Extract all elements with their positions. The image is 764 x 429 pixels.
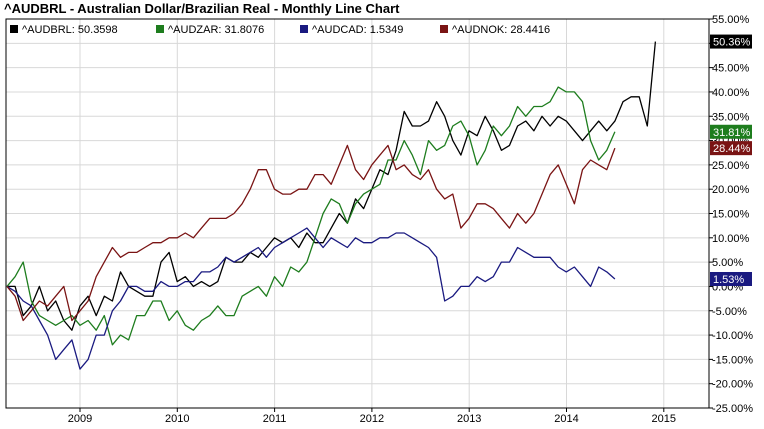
x-axis-ticks: 2009 2010 2011 2012 2013 2014 2015 [68, 408, 676, 425]
x-tick-label: 2012 [360, 413, 384, 425]
series-layer [6, 41, 657, 370]
y-tick-label: 25.00% [712, 160, 750, 172]
x-tick-label: 2011 [263, 413, 287, 425]
legend-swatch [156, 25, 164, 33]
series-line-audbrl [7, 41, 657, 331]
y-tick-label: 40.00% [712, 87, 750, 99]
end-labels: 50.36% 31.81% 1.53% 28.44% [710, 34, 752, 286]
y-tick-label: 45.00% [712, 63, 750, 75]
y-tick-label: 10.00% [712, 233, 750, 245]
y-tick-label: -25.00% [712, 403, 753, 415]
legend-label: ^AUDCAD: 1.5349 [312, 24, 403, 36]
y-tick-label: -20.00% [712, 379, 753, 391]
end-label-text: 1.53% [713, 274, 744, 286]
grid-layer [6, 18, 709, 409]
end-label-box [710, 141, 752, 156]
y-tick-label: 35.00% [712, 111, 750, 123]
y-tick-label: -10.00% [712, 330, 753, 342]
series-line-audcad [6, 227, 616, 370]
x-tick-label: 2013 [457, 413, 481, 425]
end-label-box [710, 271, 752, 286]
legend-label: ^AUDZAR: 31.8076 [168, 24, 264, 36]
y-tick-label: 55.00% [712, 14, 750, 26]
legend-swatch [10, 25, 18, 33]
x-tick-label: 2014 [554, 413, 578, 425]
end-label-text: 28.44% [713, 143, 751, 155]
x-tick-label: 2015 [652, 413, 676, 425]
y-tick-label: -5.00% [712, 306, 747, 318]
legend-label: ^AUDBRL: 50.3598 [22, 24, 118, 36]
y-axis-ticks: 55.00%50.00%45.00%40.00%35.00%30.00%25.0… [709, 14, 753, 415]
legend: ^AUDBRL: 50.3598 ^AUDZAR: 31.8076 ^AUDCAD:… [10, 24, 550, 36]
end-label-box [710, 34, 752, 49]
end-label-text: 50.36% [713, 37, 751, 49]
end-label-box [710, 124, 752, 139]
series-line-audzar [6, 86, 616, 346]
y-tick-label: 5.00% [712, 257, 743, 269]
y-tick-label: -15.00% [712, 354, 753, 366]
x-tick-label: 2009 [68, 413, 92, 425]
legend-swatch [440, 25, 448, 33]
y-tick-label: 20.00% [712, 184, 750, 196]
chart-title: ^AUDBRL - Australian Dollar/Brazilian Re… [4, 1, 400, 16]
series-line-audnok [6, 144, 616, 322]
legend-label: ^AUDNOK: 28.4416 [452, 24, 550, 36]
legend-swatch [300, 25, 308, 33]
y-tick-label: 15.00% [712, 209, 750, 221]
end-label-text: 31.81% [713, 127, 751, 139]
x-tick-label: 2010 [165, 413, 189, 425]
